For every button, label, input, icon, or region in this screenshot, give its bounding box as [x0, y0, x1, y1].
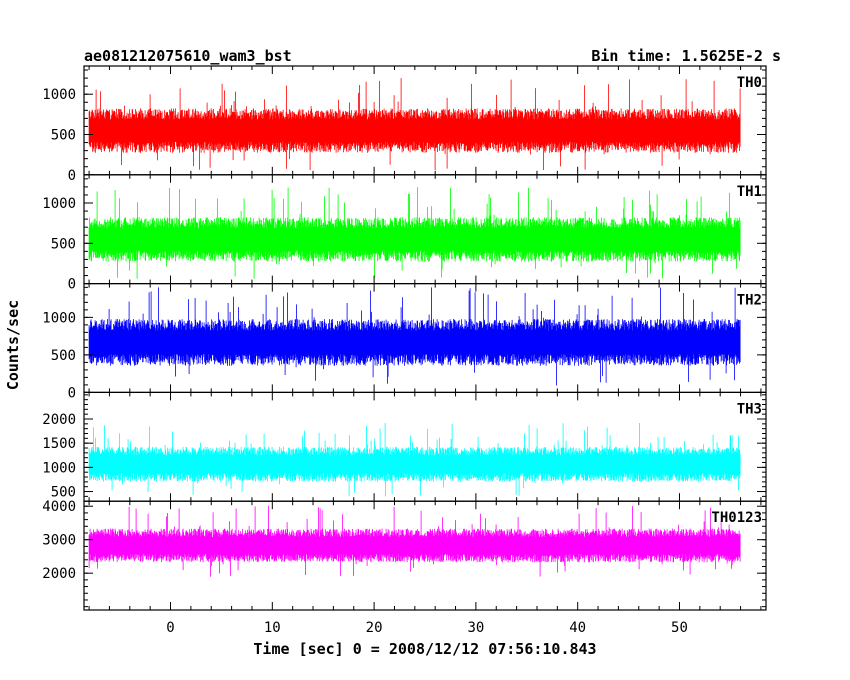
y-axis-label: Counts/sec — [4, 300, 22, 390]
series-th2 — [88, 287, 741, 386]
y-tick-label: 2000 — [42, 566, 76, 582]
x-tick-label: 0 — [166, 620, 174, 636]
panel-label-th2: TH2 — [737, 293, 762, 309]
y-tick-label: 1000 — [42, 310, 76, 326]
y-tick-label: 2000 — [42, 412, 76, 428]
x-tick-label: 40 — [569, 620, 586, 636]
chart-title-right: Bin time: 1.5625E-2 s — [591, 47, 781, 65]
series-th0 — [88, 78, 741, 170]
y-tick-label: 4000 — [42, 499, 76, 515]
x-axis: 0 10 20 30 40 50 — [166, 620, 688, 636]
panel-th1: 0 500 1000 TH1 — [42, 174, 767, 293]
y-tick-label: 1000 — [42, 87, 76, 103]
y-tick-label: 0 — [68, 277, 76, 293]
y-tick-label: 500 — [51, 236, 76, 252]
panels: 0 500 1000 TH0 0 500 1000 TH1 0 500 1000 TH2 500 1000… — [42, 65, 767, 611]
y-tick-label: 1000 — [42, 460, 76, 476]
panel-label-th0123: TH0123 — [711, 510, 762, 526]
y-tick-label: 3000 — [42, 533, 76, 549]
panel-label-th3: TH3 — [737, 401, 762, 417]
series-th0123 — [88, 505, 741, 577]
x-axis-label: Time [sec] 0 = 2008/12/12 07:56:10.843 — [253, 640, 596, 658]
panel-th3: 500 1000 1500 2000 TH3 — [42, 391, 767, 502]
chart-title-left: ae081212075610_wam3_bst — [84, 47, 292, 65]
panel-label-th1: TH1 — [737, 184, 762, 200]
panel-th0123: 2000 3000 4000 TH0123 — [42, 499, 767, 611]
panel-th0: 0 500 1000 TH0 — [42, 65, 767, 184]
y-tick-label: 1500 — [42, 436, 76, 452]
x-tick-label: 50 — [671, 620, 688, 636]
y-tick-label: 1000 — [42, 196, 76, 212]
x-tick-label: 30 — [467, 620, 484, 636]
y-tick-label: 500 — [51, 128, 76, 144]
series-th3 — [88, 423, 741, 497]
x-tick-label: 10 — [264, 620, 281, 636]
y-tick-label: 0 — [68, 168, 76, 184]
panel-th2: 0 500 1000 TH2 — [42, 283, 767, 401]
panel-label-th0: TH0 — [737, 75, 762, 91]
y-tick-label: 0 — [68, 385, 76, 401]
x-tick-label: 20 — [366, 620, 383, 636]
panel-frame — [83, 500, 767, 611]
series-th1 — [88, 187, 741, 279]
y-tick-label: 500 — [51, 348, 76, 364]
y-tick-label: 500 — [51, 485, 76, 501]
